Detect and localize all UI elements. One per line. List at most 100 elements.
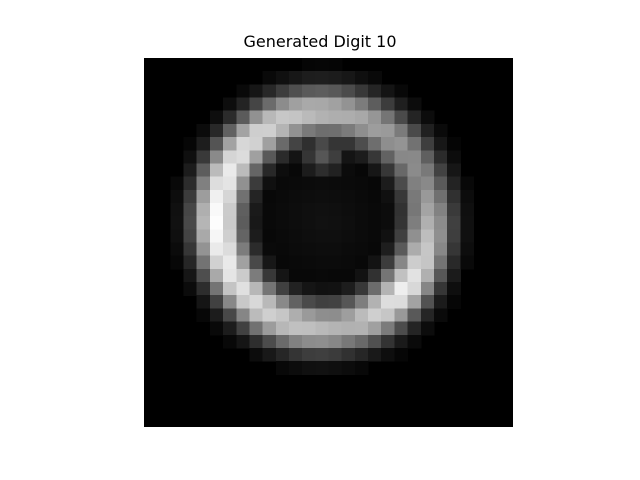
heatmap-cell — [275, 189, 290, 204]
heatmap-cell — [209, 123, 224, 138]
heatmap-cell — [315, 321, 330, 336]
heatmap-cell — [368, 71, 382, 85]
heatmap-cell — [394, 334, 409, 349]
heatmap-cell — [236, 202, 251, 217]
heatmap-cell — [341, 347, 356, 362]
heatmap-cell — [288, 361, 303, 375]
heatmap-cell — [328, 295, 343, 309]
heatmap-cell — [381, 321, 395, 336]
heatmap-cell — [328, 189, 343, 204]
heatmap-cell — [275, 321, 290, 336]
heatmap-cell — [262, 347, 277, 362]
heatmap-cell — [381, 242, 395, 257]
heatmap-cell — [262, 97, 277, 112]
heatmap-cell — [183, 229, 198, 244]
heatmap-cell — [236, 255, 251, 270]
heatmap-cell — [381, 282, 395, 296]
heatmap-cell — [302, 282, 316, 296]
heatmap-cell — [288, 334, 303, 349]
heatmap-cell — [275, 150, 290, 165]
heatmap-cell — [394, 176, 409, 191]
heatmap-cell — [341, 189, 356, 204]
heatmap-cell — [407, 334, 422, 349]
heatmap-cell — [183, 255, 198, 270]
heatmap-cell — [236, 308, 251, 323]
heatmap-cell — [315, 202, 330, 217]
heatmap-cell — [341, 71, 356, 85]
heatmap-cell — [262, 242, 277, 257]
heatmap-cell — [407, 202, 422, 217]
heatmap-cell — [196, 268, 211, 283]
heatmap-cell — [209, 202, 224, 217]
heatmap-cell — [236, 176, 251, 191]
heatmap-cell — [302, 137, 316, 151]
heatmap-cell — [223, 268, 237, 283]
heatmap-cell — [288, 321, 303, 336]
heatmap-cell — [223, 110, 237, 125]
heatmap-cell — [341, 176, 356, 191]
heatmap-cell — [368, 202, 382, 217]
heatmap-cell — [354, 268, 369, 283]
heatmap-cell — [315, 308, 330, 323]
heatmap-cell — [368, 137, 382, 151]
heatmap-cell — [275, 334, 290, 349]
heatmap-cell — [381, 229, 395, 244]
heatmap-cell — [315, 216, 330, 230]
digit-heatmap — [144, 58, 513, 427]
heatmap-cell — [196, 295, 211, 309]
heatmap-cell — [170, 189, 185, 204]
heatmap-cell — [288, 347, 303, 362]
heatmap-cell — [196, 123, 211, 138]
heatmap-cell — [183, 189, 198, 204]
heatmap-cell — [223, 97, 237, 112]
heatmap-cell — [315, 282, 330, 296]
heatmap-cell — [196, 176, 211, 191]
heatmap-cell — [302, 334, 316, 349]
heatmap-cell — [381, 255, 395, 270]
heatmap-cell — [236, 84, 251, 99]
heatmap-cell — [209, 150, 224, 165]
heatmap-cell — [407, 308, 422, 323]
heatmap-cell — [196, 163, 211, 178]
heatmap-cell — [394, 347, 409, 362]
heatmap-cell — [460, 255, 475, 270]
heatmap-cell — [302, 163, 316, 178]
heatmap-cell — [354, 282, 369, 296]
heatmap-cell — [170, 216, 185, 230]
heatmap-cell — [275, 242, 290, 257]
heatmap-cell — [341, 282, 356, 296]
heatmap-cell — [275, 229, 290, 244]
heatmap-cell — [302, 216, 316, 230]
heatmap-cell — [196, 282, 211, 296]
heatmap-cell — [341, 216, 356, 230]
heatmap-cell — [275, 163, 290, 178]
heatmap-cell — [249, 123, 264, 138]
heatmap-cell — [381, 123, 395, 138]
heatmap-cell — [381, 268, 395, 283]
heatmap-cell — [354, 163, 369, 178]
heatmap-cell — [394, 163, 409, 178]
heatmap-cell — [420, 110, 435, 125]
heatmap-cell — [394, 295, 409, 309]
heatmap-cell — [447, 137, 461, 151]
heatmap-cell — [209, 321, 224, 336]
heatmap-cell — [341, 163, 356, 178]
heatmap-cell — [433, 216, 448, 230]
heatmap-cell — [407, 216, 422, 230]
heatmap-cell — [420, 189, 435, 204]
heatmap-cell — [209, 110, 224, 125]
heatmap-cell — [249, 242, 264, 257]
heatmap-cell — [315, 137, 330, 151]
heatmap-cell — [433, 295, 448, 309]
heatmap-cell — [302, 347, 316, 362]
heatmap-cell — [341, 97, 356, 112]
heatmap-cell — [407, 255, 422, 270]
heatmap-cell — [249, 176, 264, 191]
heatmap-cell — [249, 282, 264, 296]
heatmap-cell — [170, 229, 185, 244]
heatmap-cell — [275, 97, 290, 112]
heatmap-cell — [249, 163, 264, 178]
heatmap-cell — [420, 202, 435, 217]
heatmap-cell — [420, 321, 435, 336]
